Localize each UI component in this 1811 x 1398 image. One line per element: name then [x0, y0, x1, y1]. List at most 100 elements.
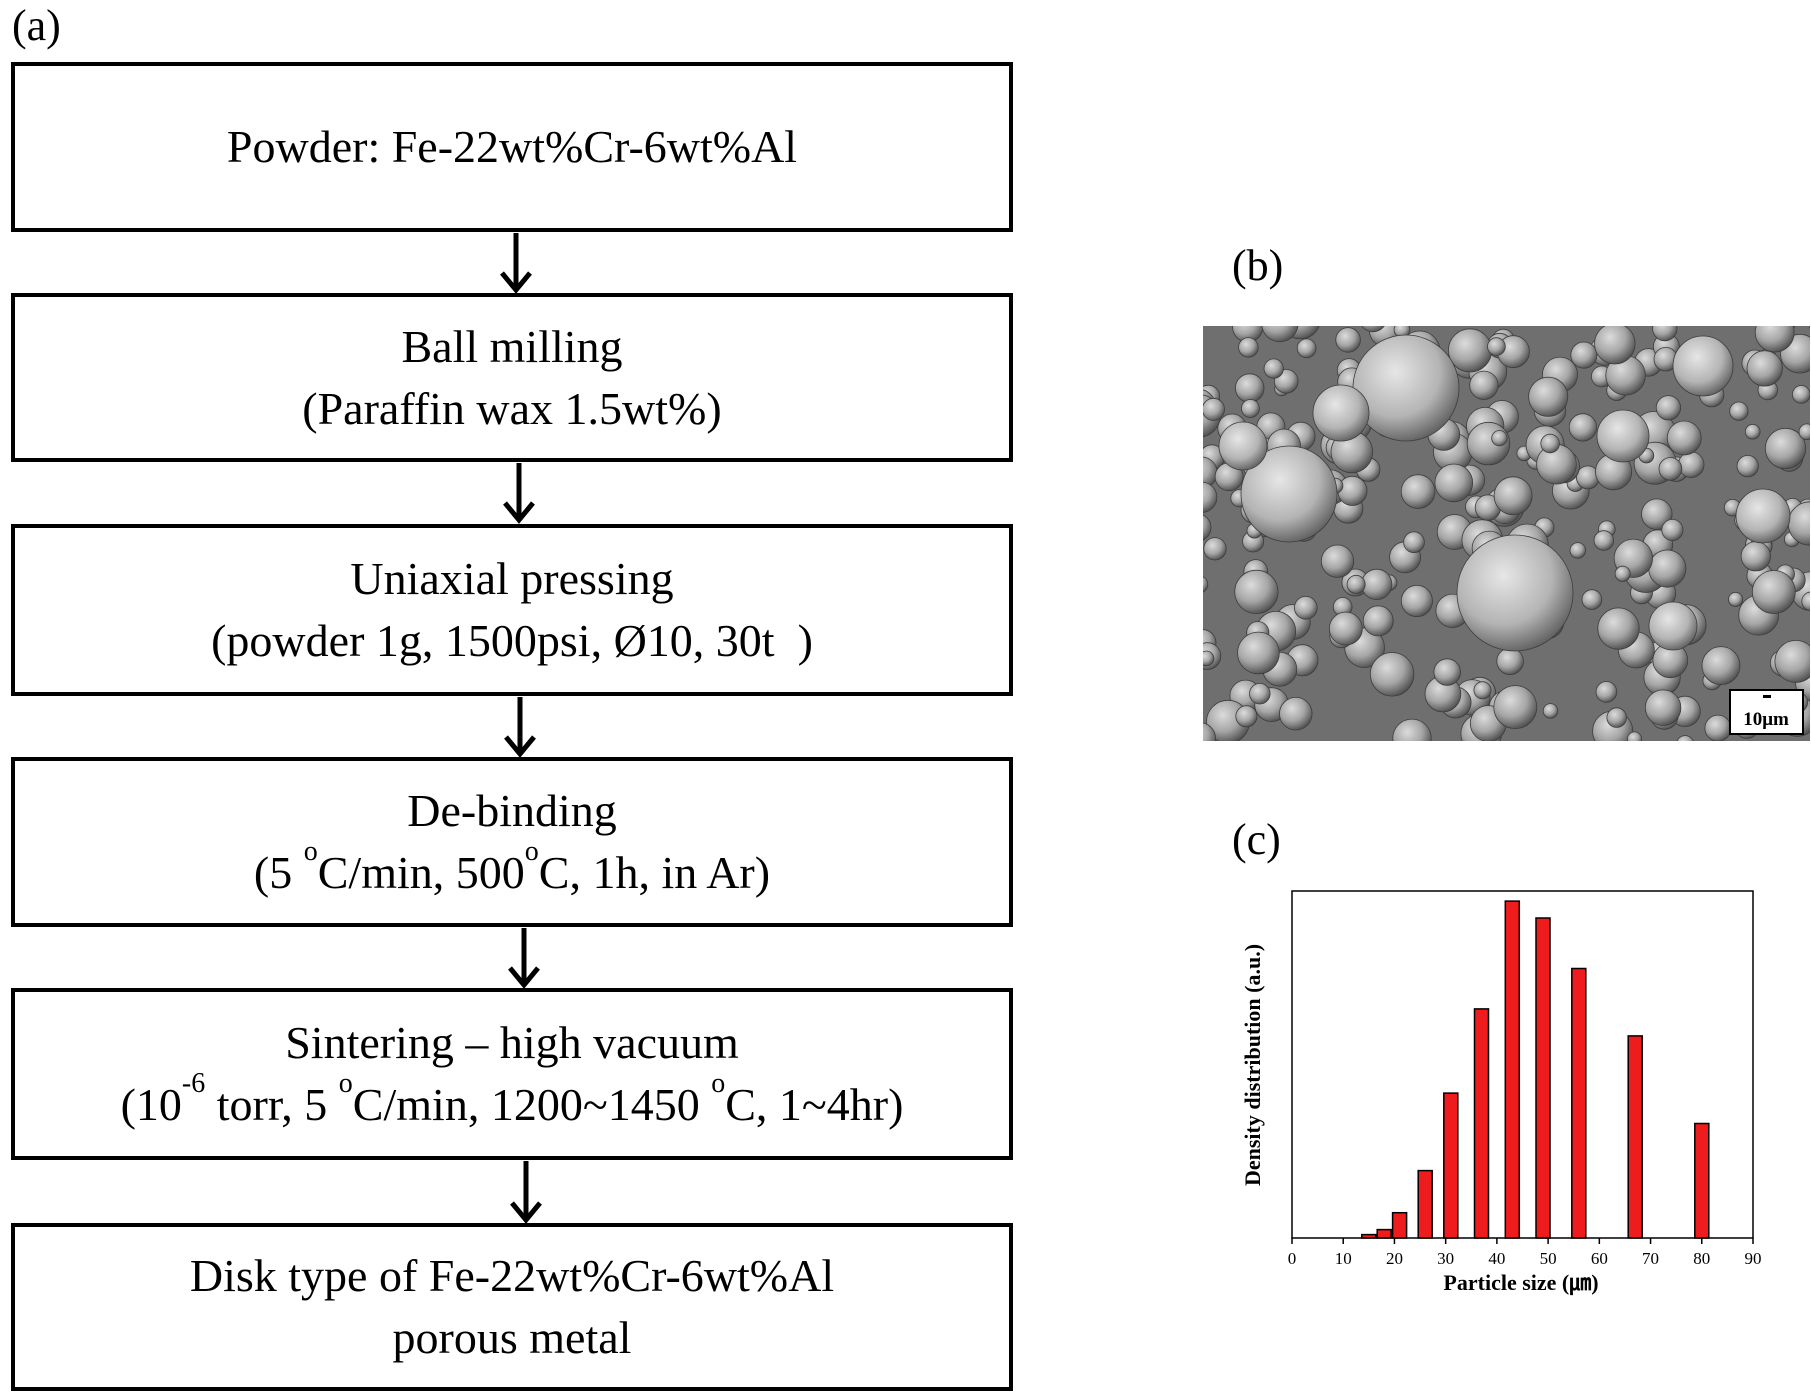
chart-bars: [1361, 900, 1710, 1239]
powder-particle: [1238, 337, 1259, 358]
powder-particle: [1312, 384, 1370, 442]
powder-particle: [1594, 326, 1636, 365]
powder-particle: [1493, 685, 1538, 730]
bar-15: [1361, 1233, 1377, 1239]
particle-size-chart: 0 10 20 30 40 50 60 70 80 90 Particle size (㎛) De…: [1240, 890, 1762, 1296]
panel-label-c: (c): [1232, 815, 1281, 864]
step-ball-milling-detail: (Paraffin wax 1.5wt%): [302, 382, 722, 434]
powder-particle: [1261, 326, 1299, 343]
powder-particle: [1496, 647, 1524, 676]
powder-particle: [1203, 722, 1216, 741]
powder-particle: [1729, 401, 1749, 421]
step-result-title: Disk type of Fe-22wt%Cr-6wt%Al: [189, 1250, 835, 1302]
powder-particle: [1764, 427, 1807, 470]
powder-particle: [1241, 399, 1260, 418]
powder-particle: [1263, 358, 1284, 379]
arrow-3: [504, 697, 536, 758]
x-tick-label-60: 60: [1591, 1249, 1608, 1268]
x-tick-label-10: 10: [1335, 1249, 1352, 1268]
powder-particle: [1234, 569, 1279, 614]
arrow-5: [510, 1161, 542, 1224]
bar-49: [1535, 917, 1551, 1239]
powder-particle: [1774, 640, 1810, 683]
powder-particle: [1627, 731, 1642, 741]
step-debinding-title: De-binding: [407, 785, 617, 837]
bar-80: [1694, 1122, 1710, 1239]
powder-particle: [1798, 423, 1810, 441]
powder-particle: [1294, 595, 1318, 620]
powder-particle: [1235, 705, 1258, 728]
powder-particle: [1666, 420, 1702, 456]
chart-axes: [1291, 890, 1754, 1239]
powder-particle: [1676, 735, 1694, 741]
bar-18: [1376, 1228, 1392, 1239]
step-debinding-box: De-binding (5 oC/min, 500oC, 1h, in Ar): [11, 757, 1013, 927]
powder-particle: [1403, 531, 1425, 554]
x-tick-label-40: 40: [1488, 1249, 1505, 1268]
bar-56: [1571, 967, 1587, 1239]
powder-particle: [1237, 631, 1280, 675]
x-tick-label-20: 20: [1386, 1249, 1403, 1268]
x-tick-label-80: 80: [1693, 1249, 1710, 1268]
powder-particle: [1593, 530, 1615, 551]
powder-particle: [1392, 718, 1432, 741]
powder-particle: [1361, 326, 1385, 333]
powder-particle: [1648, 549, 1687, 588]
powder-particle: [1542, 703, 1559, 719]
step-result-box: Disk type of Fe-22wt%Cr-6wt%Al porous me…: [11, 1223, 1013, 1391]
powder-particle: [1751, 570, 1796, 614]
powder-particle: [1361, 568, 1393, 600]
step-result-detail: porous metal: [392, 1312, 632, 1363]
step-ball-milling-box: Ball milling (Paraffin wax 1.5wt%): [11, 293, 1013, 462]
sem-particles: [1203, 326, 1810, 741]
y-axis-label: Density distribution (a.u.): [1240, 944, 1265, 1186]
powder-particle: [1655, 395, 1681, 421]
powder-particle: [1249, 683, 1271, 705]
powder-particle: [1648, 601, 1698, 651]
powder-particle: [1203, 650, 1215, 667]
powder-particle: [1362, 605, 1394, 637]
powder-particle: [1596, 409, 1650, 463]
powder-particle: [1279, 697, 1313, 731]
x-tick-label-90: 90: [1745, 1249, 1762, 1268]
step-sintering-title: Sintering – high vacuum: [285, 1017, 739, 1069]
plot-frame: [1291, 890, 1754, 1239]
arrow-2: [503, 463, 535, 524]
powder-particle: [1746, 350, 1783, 387]
powder-particle: [1658, 457, 1683, 481]
powder-particle: [1218, 421, 1268, 471]
powder-particle: [1487, 337, 1506, 356]
arrow-1: [500, 233, 532, 294]
powder-particle: [1203, 481, 1218, 513]
step-ball-milling-title: Ball milling: [401, 320, 623, 372]
powder-particle: [1801, 591, 1810, 611]
powder-particle: [1491, 430, 1508, 447]
powder-particle: [1328, 611, 1363, 646]
step-pressing-box: Uniaxial pressing (powder 1g, 1500psi, Ø…: [11, 524, 1013, 696]
powder-particle: [1203, 537, 1227, 561]
powder-particle: [1335, 327, 1361, 353]
powder-particle: [1606, 707, 1627, 728]
powder-particle: [1346, 574, 1366, 594]
x-tick-label-70: 70: [1642, 1249, 1659, 1268]
powder-particle: [1447, 328, 1492, 373]
powder-particle: [1597, 607, 1640, 650]
powder-particle: [1808, 326, 1810, 329]
x-axis-label: Particle size (㎛): [1443, 1270, 1598, 1296]
powder-particle: [1728, 591, 1744, 607]
step-sintering-detail: (10-6 torr, 5 oC/min, 1200~1450 oC, 1~4h…: [120, 1068, 904, 1131]
sem-micrograph: 10μm: [1203, 326, 1810, 741]
powder-particle: [1740, 541, 1771, 572]
powder-particle: [1400, 474, 1436, 509]
powder-particle: [1569, 542, 1587, 559]
powder-particle: [1469, 370, 1499, 400]
step-sintering-box: Sintering – high vacuum (10-6 torr, 5 oC…: [11, 988, 1013, 1160]
powder-particle: [1614, 565, 1631, 582]
scale-bar: 10μm: [1729, 689, 1804, 735]
powder-particle: [1369, 652, 1415, 697]
bar-43: [1504, 900, 1521, 1239]
step-powder-text: Powder: Fe-22wt%Cr-6wt%Al: [226, 121, 798, 173]
powder-particle: [1235, 373, 1265, 403]
step-pressing-detail: (powder 1g, 1500psi, Ø10, 30t ): [211, 615, 813, 666]
powder-particle: [1540, 433, 1560, 454]
